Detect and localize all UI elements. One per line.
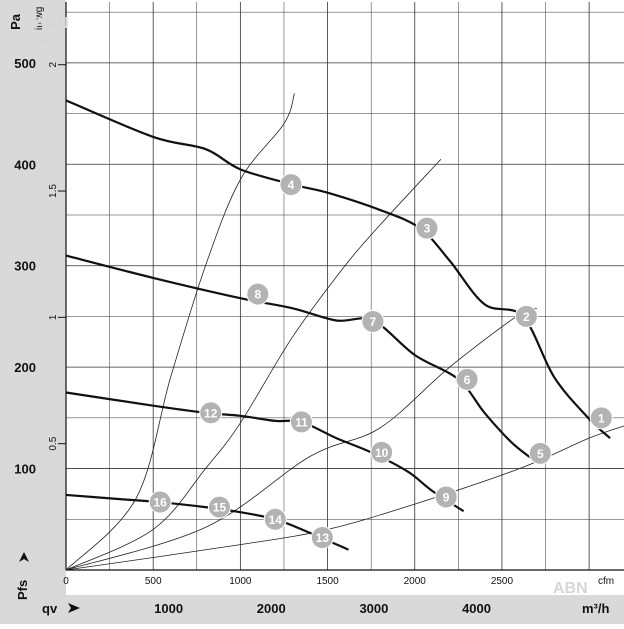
operating-point-marker: [434, 485, 458, 509]
inwg-unit-label: in wg: [34, 7, 45, 30]
operating-point: 6: [455, 367, 479, 391]
operating-point-label: 9: [443, 490, 450, 504]
operating-point-label: 8: [254, 288, 261, 302]
cfm-tick-label: 1000: [229, 576, 252, 587]
operating-point-label: 13: [316, 531, 330, 545]
tick-labels: 100 200 300 400 500 0.5 1 1.5 2 0 500 1000 1500 2000 2…: [14, 56, 513, 616]
operating-point: 9: [434, 485, 458, 509]
operating-point-label: 2: [523, 310, 530, 324]
operating-point: 12: [199, 401, 223, 425]
cfm-tick-label: 0: [63, 576, 69, 587]
operating-point-marker: [199, 401, 223, 425]
operating-point-label: 16: [153, 496, 167, 510]
operating-point: 11: [289, 410, 313, 434]
m3h-unit-label: m³/h: [582, 601, 610, 616]
operating-point-marker: [455, 367, 479, 391]
left-axis-band: [0, 0, 66, 624]
operating-point-label: 4: [288, 178, 295, 192]
operating-point-marker: [361, 310, 385, 333]
operating-point: 16: [148, 490, 172, 514]
qv-arrow-icon: [68, 603, 80, 613]
pa-tick-label: 200: [14, 360, 36, 375]
fan-curve: [65, 99, 611, 439]
system-curve: [65, 307, 537, 571]
operating-point-marker: [528, 441, 552, 465]
qv-label: qv: [42, 601, 58, 616]
inwg-tick-label: 2: [48, 61, 59, 67]
system-curve: [65, 158, 442, 571]
operating-point-marker: [279, 173, 303, 197]
pfs-arrow-icon: [19, 552, 29, 562]
pa-tick-label: 300: [14, 259, 36, 274]
operating-point-marker: [514, 304, 538, 328]
cfm-tick-label: 2000: [404, 576, 427, 587]
operating-point: 5: [528, 441, 552, 465]
operating-point-label: 12: [204, 406, 218, 420]
operating-point-marker: [148, 490, 172, 514]
pa-tick-label: 500: [14, 56, 36, 71]
operating-point-label: 6: [464, 373, 471, 387]
cfm-tick-label: 1500: [316, 576, 339, 587]
operating-point-label: 1: [598, 411, 605, 425]
bottom-axis-band: [0, 595, 624, 624]
pfs-label: Pfs: [15, 580, 30, 600]
m3h-tick-label: 1000: [154, 601, 183, 616]
operating-point: 14: [263, 507, 287, 531]
operating-point-marker: [207, 495, 231, 519]
inwg-tick-label: 1: [48, 314, 59, 320]
operating-point-marker: [289, 410, 313, 434]
operating-point-label: 10: [375, 446, 389, 460]
cfm-tick-label: 500: [145, 576, 162, 587]
watermark-bottom: ABN automation: [530, 580, 588, 612]
operating-point: 2: [514, 304, 538, 328]
flow-symbol: qv: [42, 601, 80, 616]
operating-point-label: 11: [295, 415, 308, 429]
operating-point-label: 5: [537, 447, 544, 461]
pa-tick-label: 400: [14, 157, 36, 172]
pressure-symbol: Pfs: [15, 552, 30, 600]
operating-point-label: 14: [269, 513, 283, 527]
cfm-unit-label: cfm: [598, 576, 614, 587]
watermark-sub-2: automation: [530, 602, 575, 612]
watermark-sub: automation: [14, 37, 59, 47]
operating-point-label: 7: [370, 315, 377, 329]
system-curve: [65, 425, 624, 571]
watermark-top: ABN automation: [14, 15, 69, 47]
operating-point-marker: [263, 507, 287, 531]
operating-point: 1: [589, 406, 613, 430]
operating-point-label: 15: [213, 501, 227, 515]
operating-point: 10: [370, 440, 394, 464]
m3h-tick-label: 3000: [359, 601, 388, 616]
operating-point-label: 3: [424, 222, 431, 236]
operating-point-marker: [310, 526, 334, 550]
operating-point: 3: [415, 216, 439, 240]
inwg-tick-label: 0.5: [48, 436, 59, 450]
watermark-brand-2: ABN: [553, 580, 588, 597]
operating-point: 8: [246, 282, 270, 306]
grid: [65, 2, 624, 571]
operating-point: 7: [361, 310, 385, 333]
pressure-unit-label: Pa: [8, 13, 23, 30]
operating-point: 15: [207, 495, 231, 519]
watermark-brand: ABN: [34, 15, 69, 32]
operating-point: 13: [310, 526, 334, 550]
operating-point: 4: [279, 173, 303, 197]
operating-point-marker: [415, 216, 439, 240]
operating-point-marker: [246, 282, 270, 306]
operating-point-marker: [370, 440, 394, 464]
m3h-tick-label: 2000: [257, 601, 286, 616]
cfm-tick-label: 2500: [491, 576, 514, 587]
pa-tick-label: 100: [14, 462, 36, 477]
m3h-tick-label: 4000: [462, 601, 491, 616]
operating-point-marker: [589, 406, 613, 430]
inwg-tick-label: 1.5: [48, 184, 59, 198]
